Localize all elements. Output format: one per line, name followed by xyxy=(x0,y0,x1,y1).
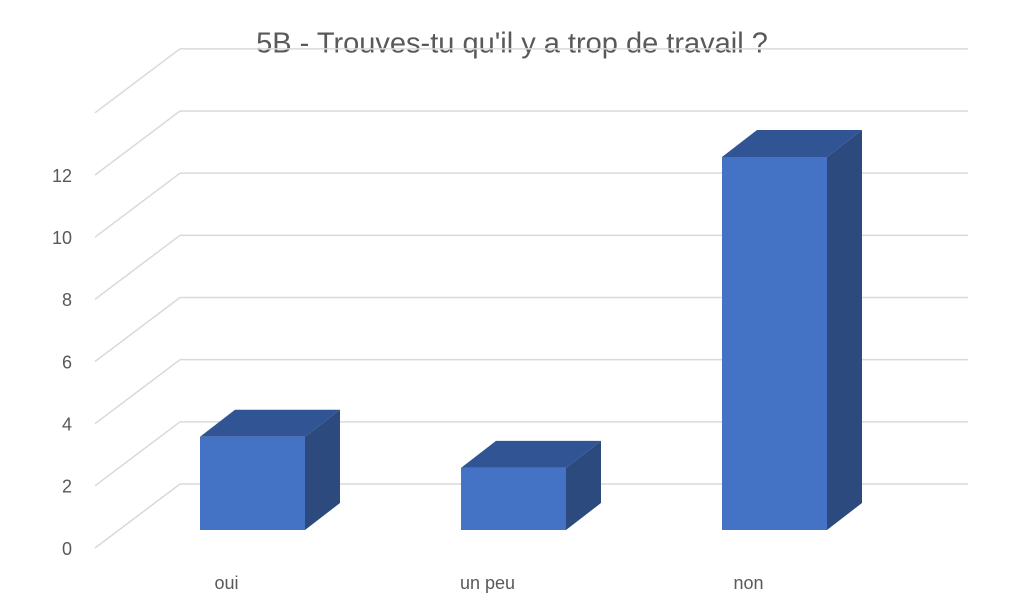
bar-top xyxy=(722,130,862,157)
bar-top xyxy=(461,440,601,468)
grid-line xyxy=(94,234,181,300)
y-tick-label: 4 xyxy=(62,414,72,434)
y-tick-label: 10 xyxy=(52,228,72,248)
chart-title: 5B - Trouves-tu qu'il y a trop de travai… xyxy=(256,28,768,60)
grid-line xyxy=(94,296,181,363)
bar xyxy=(722,130,862,530)
bar-side xyxy=(305,409,340,530)
grid-line xyxy=(94,48,181,114)
y-tick-label: 12 xyxy=(52,166,72,186)
bar-front xyxy=(200,436,305,530)
x-tick-label: non xyxy=(733,573,763,593)
bar-top xyxy=(200,409,340,437)
grid-line xyxy=(94,421,181,487)
grid-line xyxy=(94,359,181,425)
y-tick-label: 0 xyxy=(62,539,72,559)
bar-side xyxy=(566,440,601,530)
bar xyxy=(461,440,601,530)
y-tick-label: 2 xyxy=(62,477,72,497)
grid-line xyxy=(94,110,181,176)
y-tick-label: 8 xyxy=(62,290,72,310)
bar-front xyxy=(722,157,827,530)
grid-line xyxy=(94,483,181,549)
x-tick-label: un peu xyxy=(460,573,515,593)
bar xyxy=(200,409,340,530)
bar-front xyxy=(461,467,566,530)
grid-line xyxy=(94,172,181,238)
bar-side xyxy=(827,130,862,530)
y-tick-label: 6 xyxy=(62,352,72,372)
x-tick-label: oui xyxy=(214,573,238,593)
